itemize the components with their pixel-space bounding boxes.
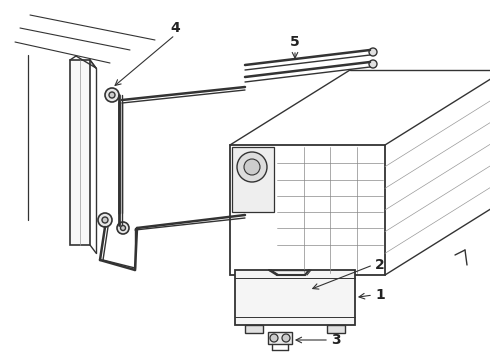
Bar	[245, 325, 263, 333]
Circle shape	[105, 88, 119, 102]
Bar	[235, 270, 355, 325]
Bar	[230, 145, 385, 275]
Bar	[232, 147, 274, 212]
Text: 1: 1	[375, 288, 385, 302]
Text: 5: 5	[290, 35, 300, 49]
Circle shape	[369, 60, 377, 68]
Text: 2: 2	[375, 258, 385, 272]
Bar	[268, 332, 292, 344]
Circle shape	[121, 225, 125, 230]
Circle shape	[102, 217, 108, 223]
Circle shape	[237, 152, 267, 182]
Text: 4: 4	[170, 21, 180, 35]
Circle shape	[109, 92, 115, 98]
Circle shape	[270, 334, 278, 342]
Circle shape	[117, 222, 129, 234]
Circle shape	[98, 213, 112, 227]
Circle shape	[282, 334, 290, 342]
Text: 3: 3	[331, 333, 341, 347]
Bar	[70, 60, 90, 245]
Bar	[327, 325, 345, 333]
Circle shape	[369, 48, 377, 56]
Circle shape	[244, 159, 260, 175]
